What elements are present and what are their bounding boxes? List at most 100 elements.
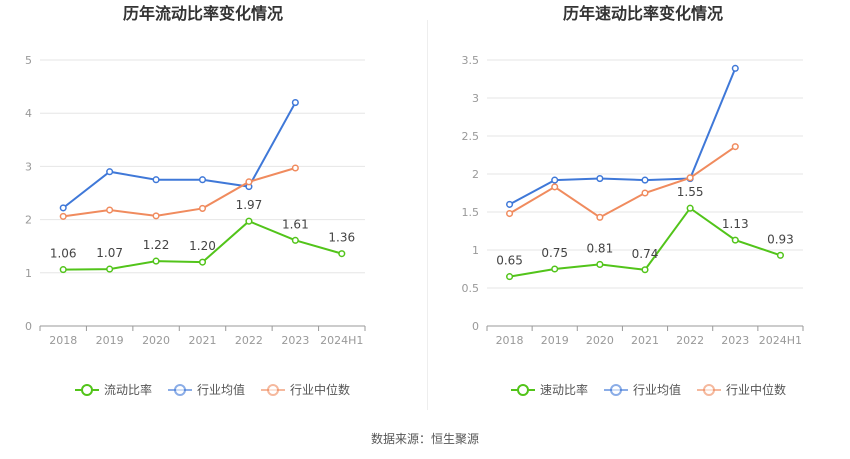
y-tick-label: 3 bbox=[472, 92, 479, 105]
x-tick-label: 2021 bbox=[631, 334, 659, 347]
data-label: 1.07 bbox=[96, 246, 123, 260]
legend-label: 速动比率 bbox=[540, 382, 588, 397]
data-point bbox=[198, 176, 207, 184]
chart-divider bbox=[427, 20, 428, 410]
data-point bbox=[731, 236, 739, 244]
chart-title: 历年流动比率变化情况 bbox=[123, 4, 283, 23]
data-point bbox=[641, 266, 649, 274]
y-tick-label: 1 bbox=[472, 244, 479, 257]
data-label: 1.13 bbox=[722, 217, 749, 231]
y-tick-label: 2 bbox=[25, 214, 32, 227]
data-point bbox=[106, 168, 114, 176]
data-point bbox=[106, 206, 114, 214]
data-label: 1.61 bbox=[282, 217, 309, 231]
data-point bbox=[291, 236, 299, 244]
legend: 速动比率 行业均值 行业中位数 bbox=[511, 382, 786, 397]
legend-marker bbox=[267, 384, 279, 396]
chart-2: 历年速动比率变化情况 0 0.5 1 1.5 2 2.5 3 3.5 2018 2019 2020 20… bbox=[462, 4, 804, 397]
data-point bbox=[59, 204, 67, 212]
x-tick-label: 2023 bbox=[721, 334, 749, 347]
data-point bbox=[596, 213, 604, 221]
data-label: 1.36 bbox=[328, 231, 355, 245]
data-point bbox=[59, 266, 67, 274]
legend-marker bbox=[517, 384, 529, 396]
y-tick-label: 3 bbox=[25, 160, 32, 173]
series-line bbox=[62, 102, 297, 209]
data-label: 0.93 bbox=[767, 232, 794, 246]
data-point bbox=[152, 257, 160, 265]
legend-marker bbox=[703, 384, 715, 396]
x-tick-label: 2023 bbox=[281, 334, 309, 347]
x-tick-label: 2022 bbox=[235, 334, 263, 347]
x-tick-label: 2019 bbox=[96, 334, 124, 347]
legend-label: 行业中位数 bbox=[726, 382, 786, 397]
y-tick-label: 2 bbox=[472, 168, 479, 181]
data-label: 0.65 bbox=[496, 254, 523, 268]
data-label: 1.06 bbox=[50, 247, 77, 261]
y-tick-label: 2.5 bbox=[462, 130, 480, 143]
legend-label: 行业均值 bbox=[197, 382, 245, 397]
data-label: 0.74 bbox=[632, 247, 659, 261]
data-point bbox=[641, 176, 649, 184]
y-tick-label: 5 bbox=[25, 54, 32, 67]
x-tick-label: 2018 bbox=[49, 334, 77, 347]
series-median bbox=[506, 143, 739, 221]
legend-marker bbox=[81, 384, 93, 396]
data-point bbox=[551, 183, 559, 191]
data-point bbox=[338, 250, 346, 258]
y-tick-label: 0 bbox=[472, 320, 479, 333]
data-label: 1.20 bbox=[189, 239, 216, 253]
chart-1: 历年流动比率变化情况 0 1 2 3 4 5 2018 2019 2020 2021 2022 2023… bbox=[25, 4, 366, 397]
y-tick-label: 4 bbox=[25, 107, 32, 120]
x-tick-label: 2018 bbox=[496, 334, 524, 347]
charts-canvas: 历年流动比率变化情况 0 1 2 3 4 5 2018 2019 2020 2021 2022 2023… bbox=[25, 4, 804, 397]
data-label: 0.75 bbox=[541, 246, 568, 260]
y-tick-label: 0.5 bbox=[462, 282, 480, 295]
series-avg bbox=[59, 99, 299, 212]
series-line bbox=[63, 167, 296, 218]
y-tick-label: 1.5 bbox=[462, 206, 480, 219]
data-label: 0.81 bbox=[586, 241, 613, 255]
data-point bbox=[106, 265, 114, 273]
legend-marker bbox=[610, 384, 622, 396]
data-point bbox=[291, 164, 299, 172]
data-point bbox=[506, 200, 514, 208]
legend-label: 行业中位数 bbox=[290, 382, 350, 397]
data-point bbox=[686, 204, 694, 212]
legend-label: 行业均值 bbox=[633, 382, 681, 397]
data-point bbox=[596, 260, 604, 268]
y-tick-label: 3.5 bbox=[462, 54, 480, 67]
x-tick-label: 2024H1 bbox=[759, 334, 802, 347]
series-line bbox=[509, 145, 736, 219]
data-point bbox=[152, 176, 160, 184]
data-label: 1.55 bbox=[677, 185, 704, 199]
data-source: 数据来源：恒生聚源 bbox=[370, 432, 479, 446]
data-point bbox=[198, 258, 207, 266]
data-point bbox=[506, 209, 514, 218]
data-point bbox=[641, 189, 649, 197]
y-tick-label: 0 bbox=[25, 320, 32, 333]
x-tick-label: 2021 bbox=[189, 334, 217, 347]
series-main: 0.65 0.75 0.81 0.74 1.55 1.13 0.93 bbox=[496, 185, 794, 281]
y-tick-label: 1 bbox=[25, 267, 32, 280]
data-point bbox=[551, 265, 559, 273]
data-point bbox=[198, 204, 207, 212]
data-point bbox=[152, 212, 160, 220]
x-tick-label: 2020 bbox=[142, 334, 170, 347]
legend-label: 流动比率 bbox=[104, 382, 152, 397]
series-main: 1.06 1.07 1.22 1.20 1.97 1.61 1.36 bbox=[50, 198, 355, 274]
data-point bbox=[551, 176, 559, 184]
data-point bbox=[245, 217, 253, 225]
legend: 流动比率 行业均值 行业中位数 bbox=[75, 382, 350, 397]
x-tick-label: 2024H1 bbox=[320, 334, 363, 347]
data-label: 1.22 bbox=[143, 238, 170, 252]
data-point bbox=[245, 178, 253, 186]
series-line bbox=[509, 67, 737, 206]
x-tick-label: 2019 bbox=[541, 334, 569, 347]
chart-title: 历年速动比率变化情况 bbox=[563, 4, 723, 23]
series-median bbox=[59, 164, 299, 220]
data-point bbox=[686, 174, 694, 182]
data-point bbox=[506, 273, 514, 281]
x-tick-label: 2022 bbox=[676, 334, 704, 347]
data-point bbox=[731, 64, 739, 72]
